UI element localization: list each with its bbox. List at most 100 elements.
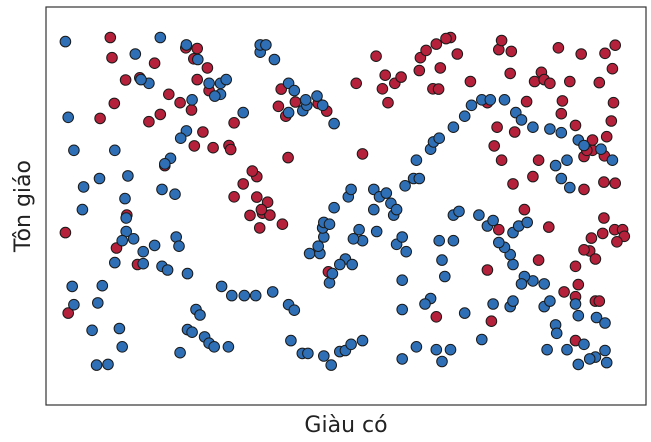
scatter-point-blue bbox=[396, 353, 409, 365]
scatter-point-red bbox=[520, 95, 533, 108]
scatter-point-blue bbox=[209, 90, 221, 102]
scatter-point-blue bbox=[93, 172, 106, 185]
scatter-point-red bbox=[191, 73, 203, 86]
scatter-point-blue bbox=[410, 341, 423, 353]
scatter-point-red bbox=[228, 191, 240, 203]
scatter-point-red bbox=[379, 69, 392, 81]
scatter-point-red bbox=[197, 126, 209, 138]
scatter-point-red bbox=[185, 104, 198, 116]
scatter-point-blue bbox=[192, 53, 204, 66]
scatter-point-red bbox=[282, 151, 294, 164]
scatter-point-red bbox=[599, 47, 611, 60]
scatter-point-blue bbox=[325, 359, 338, 371]
scatter-point-red bbox=[255, 203, 268, 216]
scatter-point-blue bbox=[599, 344, 611, 357]
scatter-point-blue bbox=[396, 303, 409, 316]
scatter-point-blue bbox=[419, 298, 431, 310]
scatter-point-blue bbox=[66, 280, 78, 293]
scatter-point-blue bbox=[159, 158, 171, 170]
scatter-point-red bbox=[276, 218, 289, 230]
scatter-point-blue bbox=[109, 144, 121, 157]
scatter-point-blue bbox=[135, 73, 147, 86]
scatter-point-blue bbox=[413, 172, 426, 185]
scatter-point-blue bbox=[156, 183, 168, 196]
scatter-point-blue bbox=[346, 258, 359, 271]
scatter-point-red bbox=[495, 34, 508, 47]
scatter-point-blue bbox=[334, 258, 346, 271]
scatter-point-red bbox=[148, 57, 161, 70]
scatter-point-blue bbox=[353, 223, 365, 236]
scatter-point-blue bbox=[86, 324, 98, 337]
scatter-point-blue bbox=[119, 192, 131, 205]
scatter-point-red bbox=[505, 45, 518, 58]
scatter-point-blue bbox=[507, 295, 519, 307]
scatter-point-blue bbox=[600, 356, 613, 369]
scatter-point-red bbox=[485, 315, 498, 328]
scatter-point-blue bbox=[380, 187, 393, 199]
scatter-point-red bbox=[607, 96, 620, 109]
scatter-point-blue bbox=[436, 355, 448, 368]
scatter-point-red bbox=[119, 74, 132, 86]
scatter-point-red bbox=[558, 286, 570, 298]
scatter-point-blue bbox=[345, 338, 357, 351]
scatter-point-blue bbox=[311, 90, 323, 102]
scatter-point-blue bbox=[572, 309, 585, 322]
scatter-point-red bbox=[598, 176, 610, 188]
scatter-point-red bbox=[493, 223, 505, 236]
scatter-point-red bbox=[228, 117, 240, 129]
scatter-point-blue bbox=[260, 39, 272, 51]
scatter-point-blue bbox=[396, 231, 409, 243]
scatter-point-blue bbox=[564, 181, 576, 194]
scatter-point-blue bbox=[578, 139, 590, 152]
scatter-point-blue bbox=[174, 346, 186, 359]
scatter-point-red bbox=[564, 75, 576, 88]
scatter-point-red bbox=[432, 83, 445, 95]
scatter-point-blue bbox=[507, 258, 519, 271]
scatter-point-red bbox=[552, 42, 565, 54]
scatter-point-red bbox=[532, 154, 545, 166]
scatter-point-red bbox=[488, 140, 501, 152]
scatter-point-blue bbox=[174, 132, 187, 144]
scatter-point-blue bbox=[493, 236, 505, 249]
scatter-point-red bbox=[246, 165, 259, 177]
scatter-point-blue bbox=[396, 274, 409, 287]
scatter-point-blue bbox=[544, 295, 556, 307]
scatter-point-red bbox=[163, 88, 175, 101]
scatter-point-red bbox=[611, 236, 623, 248]
scatter-point-blue bbox=[303, 247, 316, 260]
scatter-point-red bbox=[504, 67, 517, 80]
scatter-point-red bbox=[528, 75, 541, 88]
scatter-point-red bbox=[569, 260, 582, 273]
scatter-point-blue bbox=[458, 110, 471, 122]
scatter-point-blue bbox=[102, 358, 114, 371]
scatter-point-blue bbox=[180, 39, 193, 51]
scatter-point-blue bbox=[68, 144, 80, 157]
scatter-point-blue bbox=[137, 245, 149, 258]
scatter-point-blue bbox=[347, 233, 360, 245]
scatter-point-blue bbox=[400, 245, 413, 258]
scatter-point-blue bbox=[590, 311, 603, 324]
scatter-point-red bbox=[606, 62, 619, 75]
scatter-point-blue bbox=[550, 327, 563, 340]
scatter-point-blue bbox=[410, 154, 423, 166]
scatter-point-blue bbox=[515, 278, 528, 290]
scatter-point-blue bbox=[203, 77, 215, 90]
scatter-point-blue bbox=[599, 317, 611, 329]
scatter-point-red bbox=[104, 31, 117, 44]
scatter-point-red bbox=[413, 64, 426, 77]
scatter-point-blue bbox=[555, 172, 568, 185]
scatter-point-blue bbox=[222, 341, 235, 353]
scatter-point-red bbox=[451, 48, 464, 60]
scatter-point-red bbox=[532, 254, 545, 266]
scatter-point-red bbox=[578, 244, 590, 256]
scatter-point-blue bbox=[433, 132, 446, 144]
scatter-point-blue bbox=[90, 359, 103, 371]
scatter-point-blue bbox=[447, 121, 460, 133]
scatter-point-red bbox=[370, 50, 382, 63]
scatter-point-blue bbox=[453, 205, 465, 218]
scatter-point-blue bbox=[328, 201, 340, 214]
scatter-point-blue bbox=[515, 114, 528, 126]
scatter-point-red bbox=[544, 77, 556, 90]
scatter-point-red bbox=[585, 232, 598, 244]
